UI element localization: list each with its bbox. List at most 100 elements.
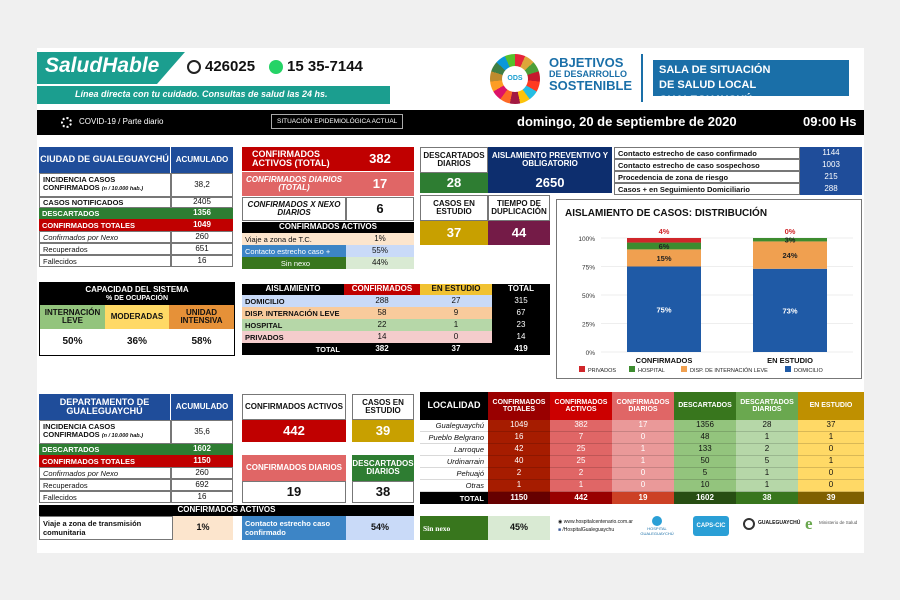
aisl-est-leve: 9: [420, 307, 492, 319]
localidad-name: Urdinarrain: [420, 456, 488, 468]
contact-value-1: 1144: [800, 147, 862, 159]
globe-icon: ◉: [558, 519, 564, 525]
chart-bar-segment: [753, 241, 827, 269]
chart-data-label: 3%: [785, 236, 796, 245]
aislamiento-value: 2650: [488, 173, 612, 193]
sala-title: SALA DE SITUACIÓN DE SALUD LOCAL GUALEGU…: [653, 60, 849, 106]
dept-value-descartados: 1602: [171, 444, 233, 455]
brand-logo: SaludHable: [45, 54, 160, 77]
ca-title: CONFIRMADOS ACTIVOS: [242, 222, 414, 233]
localidad-cell: 16: [488, 432, 550, 444]
localidad-cell: 133: [674, 444, 736, 456]
capacity-value-intensiva: 58%: [191, 335, 212, 347]
confirmados-nexo-value: 6: [346, 197, 414, 221]
chart-data-label: 6%: [659, 242, 670, 251]
localidad-cell: 25: [550, 456, 612, 468]
localidad-name: Otras: [420, 480, 488, 492]
aisl-total-privados: 14: [492, 331, 550, 343]
city-row-fallecidos: Fallecidos: [39, 255, 171, 267]
bottom-ca-contacto: Contacto estrecho caso confirmado: [242, 516, 346, 540]
localidad-total-cell: 39: [798, 492, 864, 504]
chart-bar-segment: [627, 242, 701, 250]
dept-diarios-label: CONFIRMADOS DIARIOS: [242, 455, 346, 481]
localidad-cell: 1049: [488, 420, 550, 432]
covid-label: COVID-19 / Parte diario: [79, 117, 164, 126]
localidad-cell: 2: [736, 444, 798, 456]
city-row-nexo: Confirmados por Nexo: [39, 231, 171, 243]
localidad-cell: 1: [736, 480, 798, 492]
aisl-conf-domicilio: 288: [344, 295, 420, 307]
contact-value-2: 1003: [800, 159, 862, 171]
city-value-fallecidos: 16: [171, 255, 233, 267]
contact-value-4: 288: [800, 183, 862, 195]
localidad-cell: 28: [736, 420, 798, 432]
tagline: Línea directa con tu cuidado. Consultas …: [75, 89, 328, 99]
aislamiento-table: AISLAMIENTO CONFIRMADOS EN ESTUDIO TOTAL…: [242, 284, 550, 357]
chart-category-label: CONFIRMADOS: [636, 356, 693, 365]
situacion-label: SITUACIÓN EPIDEMIOLÓGICA ACTUAL: [271, 114, 404, 129]
localidad-cell: 17: [612, 420, 674, 432]
city-row-incidencia: INCIDENCIA CASOS CONFIRMADOS (n / 10.000…: [39, 173, 171, 197]
city-row-descartados: DESCARTADOS: [39, 208, 171, 219]
facebook-link[interactable]: ■ /HospitalGualeguaychu: [558, 527, 615, 533]
aisl-row-leve: DISP. INTERNACIÓN LEVE: [242, 307, 344, 319]
localidad-cell: 382: [550, 420, 612, 432]
aisl-est-hospital: 1: [420, 319, 492, 331]
localidad-total-label: TOTAL: [420, 492, 488, 504]
ods-title: OBJETIVOS DE DESARROLLO SOSTENIBLE: [549, 55, 633, 94]
ministerio-icon: e: [805, 514, 813, 533]
capacity-col-moderadas: MODERADAS: [105, 305, 169, 329]
phone-icon: [187, 60, 201, 74]
capacity-title: CAPACIDAD DEL SISTEMA % DE OCUPACIÓN: [40, 283, 234, 305]
dept-row-nexo: Confirmados por Nexo: [39, 467, 171, 479]
chart-ytick-label: 50%: [582, 293, 595, 300]
ca-row-viaje: Viaje a zona de T.C.: [242, 233, 346, 245]
capacity-col-intensiva: UNIDAD INTENSIVA: [169, 305, 234, 329]
hospital-logo: HOSPITAL GUALEGUAYCHÚ: [633, 516, 681, 538]
ca-row-contacto: Contacto estrecho caso +: [242, 245, 346, 257]
duplicacion-value: 44: [488, 221, 550, 245]
web-link[interactable]: ◉ www.hospitalcentenario.com.ar: [558, 519, 633, 525]
chart-bar-segment: [753, 268, 827, 352]
footer-links: ◉ www.hospitalcentenario.com.ar ■ /Hospi…: [558, 518, 633, 534]
chart-data-label: 75%: [656, 305, 671, 314]
bottom-ca-title: CONFIRMADOS ACTIVOS: [39, 505, 414, 516]
localidad-cell: 5: [674, 468, 736, 480]
localidad-cell: 0: [612, 468, 674, 480]
localidad-cell: 2: [488, 468, 550, 480]
localidad-cell: 1: [550, 480, 612, 492]
capacity-panel: CAPACIDAD DEL SISTEMA % DE OCUPACIÓN INT…: [39, 282, 235, 356]
loc-header-descartados: DESCARTADOS: [674, 392, 736, 420]
localidad-cell: 1: [798, 456, 864, 468]
whatsapp-number: 15 35-7144: [287, 58, 363, 75]
dept-value-incidencia: 35,6: [171, 420, 233, 444]
ca-value-viaje: 1%: [346, 233, 414, 245]
status-bar: COVID-19 / Parte diario SITUACIÓN EPIDEM…: [37, 110, 864, 135]
aisl-est-domicilio: 27: [420, 295, 492, 307]
localidad-cell: 1: [488, 480, 550, 492]
aisl-row-domicilio: DOMICILIO: [242, 295, 344, 307]
city-value-confirmados: 1049: [171, 219, 233, 231]
aisl-header-aislamiento: AISLAMIENTO: [242, 284, 344, 295]
aisl-total-leve: 67: [492, 307, 550, 319]
city-row-notificados: CASOS NOTIFICADOS: [39, 197, 171, 208]
dept-estudio-value: 39: [352, 420, 414, 442]
localidad-cell: 2: [550, 468, 612, 480]
city-row-recuperados: Recuperados: [39, 243, 171, 255]
chart-data-label: 24%: [782, 251, 797, 260]
capacity-value-leve: 50%: [62, 335, 83, 347]
municipio-icon: [743, 518, 755, 530]
localidad-cell: 48: [674, 432, 736, 444]
chart-ytick-label: 25%: [582, 322, 595, 329]
salud-hable-banner: SaludHable 426025 15 35-7144 Línea direc…: [37, 48, 390, 108]
dept-activos-value: 442: [242, 420, 346, 442]
chart-category-label: EN ESTUDIO: [767, 356, 813, 365]
localidad-cell: 1: [736, 468, 798, 480]
whatsapp-icon: [269, 60, 283, 74]
aisl-row-privados: PRIVADOS: [242, 331, 344, 343]
loc-header-conf-diarios: CONFIRMADOS DIARIOS: [612, 392, 674, 420]
descartados-diarios-value: 28: [420, 173, 488, 193]
confirmados-diarios-label: CONFIRMADOS DIARIOS (TOTAL): [242, 172, 346, 196]
chart-ytick-label: 75%: [582, 265, 595, 272]
aisl-total-hospital: 23: [492, 319, 550, 331]
